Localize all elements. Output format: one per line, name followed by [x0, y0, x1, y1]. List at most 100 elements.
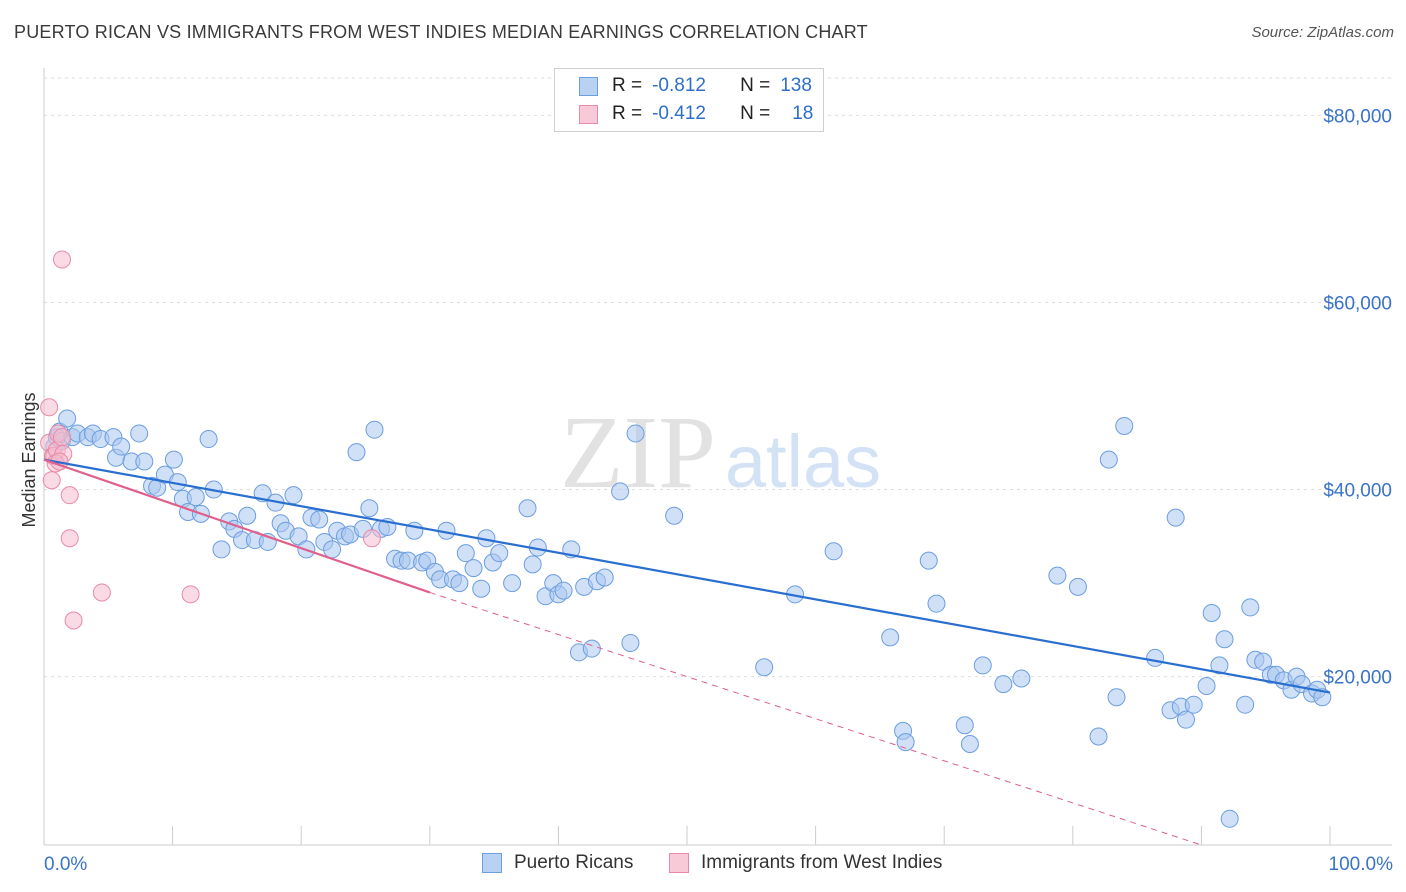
puerto-ricans-point	[626, 424, 645, 443]
blue-swatch	[579, 76, 598, 96]
puerto-ricans-point	[824, 542, 843, 561]
watermark-zip: ZIP	[560, 395, 716, 510]
puerto-ricans-point	[456, 544, 475, 563]
axes: $20,000 $40,000 $60,000 $80,000 0.0% 100.0%	[43, 68, 1394, 875]
puerto-ricans-point	[994, 675, 1013, 694]
puerto-ricans-point	[503, 574, 522, 593]
puerto-ricans-point	[611, 482, 630, 501]
series-legend: Puerto Ricans Immigrants from West Indie…	[0, 852, 1406, 878]
legend-item-west-indies: Immigrants from West Indies	[669, 852, 942, 874]
series-name: Immigrants from West Indies	[701, 852, 943, 873]
blue-swatch	[482, 853, 502, 873]
puerto-ricans-point	[490, 544, 509, 563]
puerto-ricans-point	[960, 734, 979, 753]
puerto-ricans-point	[450, 574, 469, 593]
puerto-ricans-point	[1215, 630, 1234, 649]
puerto-ricans-point	[164, 450, 183, 469]
puerto-ricans-point	[1146, 648, 1165, 667]
puerto-ricans-point	[186, 488, 205, 507]
n-value: 18	[792, 103, 814, 124]
west-indies-trend-extension	[429, 591, 1202, 846]
west-indies-point	[42, 471, 61, 490]
puerto-ricans-point	[927, 594, 946, 613]
puerto-ricans-point	[1176, 710, 1195, 729]
puerto-ricans-point	[199, 430, 218, 449]
puerto-ricans-point	[1202, 604, 1221, 623]
west-indies-point	[60, 486, 79, 505]
puerto-ricans-point	[595, 568, 614, 587]
chart-title: PUERTO RICAN VS IMMIGRANTS FROM WEST IND…	[14, 22, 868, 42]
grid-lines	[44, 77, 1392, 678]
pink-swatch	[669, 853, 689, 873]
r-value: -0.812	[652, 75, 706, 96]
puerto-ricans-point	[130, 424, 149, 443]
puerto-ricans-point	[310, 510, 329, 529]
west-indies-points	[40, 250, 381, 630]
series-name: Puerto Ricans	[514, 852, 634, 873]
watermark-atlas: atlas	[725, 420, 881, 503]
puerto-ricans-point	[365, 420, 384, 439]
x-tick-label: 100.0%	[1329, 854, 1394, 875]
puerto-ricans-point	[523, 555, 542, 574]
west-indies-point	[60, 529, 79, 548]
puerto-ricans-point	[1197, 676, 1216, 695]
puerto-ricans-point	[1089, 727, 1108, 746]
west-indies-point	[92, 583, 111, 602]
legend-row-west-indies: R = -0.412 N = 18	[579, 100, 813, 128]
y-tick-label: $60,000	[1323, 293, 1392, 314]
puerto-ricans-point	[323, 540, 342, 559]
trend-lines	[43, 458, 1331, 846]
west-indies-point	[40, 398, 59, 417]
puerto-ricans-point	[665, 506, 684, 525]
legend-row-puerto-ricans: R = -0.812 N = 138	[579, 72, 812, 100]
west-indies-point	[362, 529, 381, 548]
r-value: -0.412	[652, 103, 706, 124]
puerto-ricans-point	[472, 579, 491, 598]
puerto-ricans-point	[347, 443, 366, 462]
r-label: R =	[612, 103, 643, 124]
n-value: 138	[780, 75, 812, 96]
watermark: ZIP atlas	[560, 395, 881, 510]
correlation-legend: R = -0.812 N = 138 R = -0.412 N = 18	[554, 68, 824, 132]
puerto-ricans-point	[1184, 695, 1203, 714]
west-indies-point	[53, 428, 72, 447]
west-indies-point	[181, 585, 200, 604]
puerto-ricans-point	[919, 551, 938, 570]
puerto-ricans-point	[621, 633, 640, 652]
y-axis-label: Median Earnings	[19, 392, 39, 527]
puerto-ricans-point	[755, 658, 774, 677]
pink-swatch	[579, 104, 598, 124]
puerto-ricans-point	[1068, 577, 1087, 596]
puerto-ricans-point	[973, 656, 992, 675]
puerto-ricans-point	[518, 499, 537, 518]
puerto-ricans-point	[284, 486, 303, 505]
x-tick-label: 0.0%	[44, 854, 87, 875]
puerto-ricans-point	[955, 716, 974, 735]
puerto-ricans-point	[238, 506, 257, 525]
r-label: R =	[612, 75, 643, 96]
y-tick-label: $80,000	[1323, 106, 1392, 127]
puerto-ricans-point	[360, 499, 379, 518]
puerto-ricans-point	[1107, 688, 1126, 707]
puerto-ricans-point	[112, 437, 131, 456]
west-indies-point	[53, 250, 72, 269]
legend-item-puerto-ricans: Puerto Ricans	[482, 852, 633, 874]
west-indies-trend-line	[43, 458, 431, 594]
puerto-ricans-point	[464, 559, 483, 578]
puerto-ricans-point	[582, 639, 601, 658]
puerto-ricans-point	[1048, 566, 1067, 585]
west-indies-point	[64, 611, 83, 630]
puerto-ricans-point	[1220, 809, 1239, 828]
puerto-ricans-point	[1210, 656, 1229, 675]
puerto-ricans-point	[1099, 450, 1118, 469]
puerto-ricans-trend-line	[43, 458, 1331, 694]
puerto-ricans-point	[1241, 598, 1260, 617]
n-label: N =	[740, 103, 771, 124]
puerto-ricans-point	[135, 452, 154, 471]
puerto-ricans-point	[212, 540, 231, 559]
y-tick-label: $40,000	[1323, 481, 1392, 502]
puerto-ricans-point	[1115, 416, 1134, 435]
puerto-ricans-point	[1012, 669, 1031, 688]
puerto-ricans-point	[58, 409, 77, 428]
